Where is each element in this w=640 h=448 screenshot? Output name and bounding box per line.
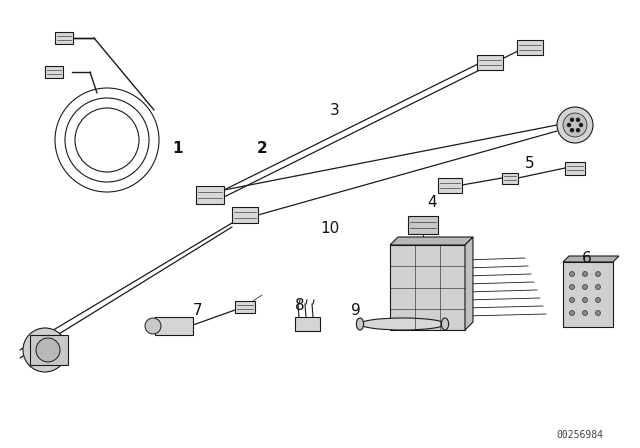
Bar [517,39,543,55]
Text: 4: 4 [427,194,437,210]
Bar [232,207,258,223]
Circle shape [570,271,575,276]
Ellipse shape [442,318,449,330]
Text: 00256984: 00256984 [557,430,604,440]
Polygon shape [390,237,473,245]
Bar [563,262,613,327]
Bar [565,161,585,175]
Circle shape [570,118,573,121]
Bar [502,172,518,184]
Circle shape [582,310,588,315]
Text: 1: 1 [173,141,183,155]
Polygon shape [563,256,619,262]
Bar [55,32,73,44]
Circle shape [582,297,588,302]
Circle shape [595,297,600,302]
Text: 2: 2 [257,141,268,155]
Bar [438,177,462,193]
Ellipse shape [360,318,445,330]
Text: 7: 7 [193,302,203,318]
Circle shape [579,124,582,126]
Text: 5: 5 [525,155,535,171]
Ellipse shape [356,318,364,330]
Polygon shape [465,237,473,330]
Circle shape [582,271,588,276]
Circle shape [570,310,575,315]
Bar [390,245,465,330]
Text: 6: 6 [582,250,592,266]
Bar [477,55,503,69]
Circle shape [563,113,587,137]
Text: 10: 10 [321,220,340,236]
Circle shape [595,271,600,276]
Bar [295,317,320,331]
Circle shape [595,284,600,289]
Circle shape [582,284,588,289]
Circle shape [577,129,579,132]
Bar [408,216,438,234]
Circle shape [36,338,60,362]
Circle shape [577,118,579,121]
Bar [30,335,68,365]
Circle shape [570,284,575,289]
Bar [155,317,193,335]
Circle shape [145,318,161,334]
Circle shape [23,328,67,372]
Circle shape [570,297,575,302]
Text: 3: 3 [330,103,340,117]
Circle shape [595,310,600,315]
Text: 9: 9 [351,302,361,318]
Bar [45,66,63,78]
Text: 8: 8 [295,297,305,313]
Bar [235,301,255,313]
Circle shape [557,107,593,143]
Bar [196,186,224,204]
Circle shape [570,129,573,132]
Circle shape [568,124,570,126]
